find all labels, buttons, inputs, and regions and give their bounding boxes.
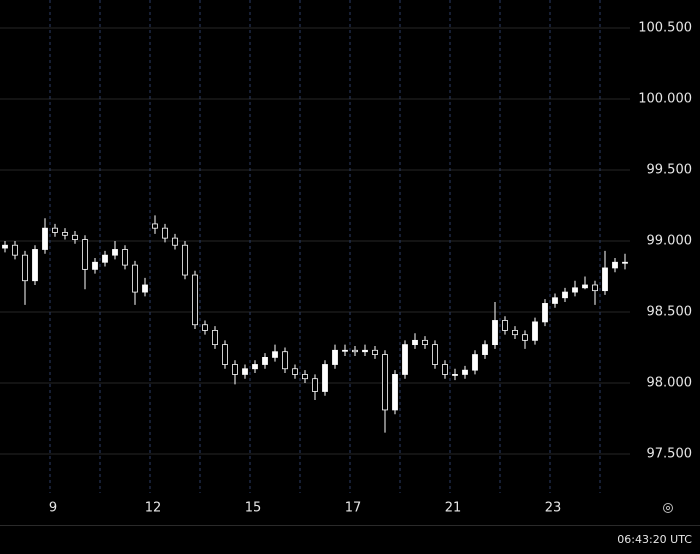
candle-body (612, 261, 618, 269)
candle-body (82, 239, 88, 270)
candle-body (472, 354, 478, 371)
candle-body (342, 349, 348, 352)
candle-body (162, 227, 168, 239)
candle-body (282, 351, 288, 370)
candle-body (392, 374, 398, 411)
candle-body (112, 249, 118, 256)
candle-body (272, 351, 278, 358)
y-tick-label: 100.500 (638, 20, 692, 35)
candle-body (512, 330, 518, 336)
clock: 06:43:20 UTC (617, 533, 692, 546)
candle-body (202, 324, 208, 331)
x-tick-label: 17 (345, 501, 362, 516)
candle-body (542, 303, 548, 323)
candle-body (222, 344, 228, 365)
candle-body (312, 378, 318, 392)
candle-body (152, 223, 158, 229)
candle-body (572, 287, 578, 293)
candle-body (182, 244, 188, 276)
candle-body (332, 349, 338, 365)
candle-body (422, 339, 428, 346)
candle-body (192, 274, 198, 326)
candle-body (292, 368, 298, 375)
candle-body (12, 244, 18, 256)
candle-body (322, 364, 328, 392)
candle-body (242, 368, 248, 375)
settings-icon[interactable] (663, 503, 673, 513)
candle-body (52, 227, 58, 233)
candle-body (402, 344, 408, 375)
candle-body (482, 344, 488, 355)
x-tick-label: 21 (445, 501, 462, 516)
candle-body (602, 267, 608, 292)
candle-body (462, 369, 468, 375)
candle-body (522, 334, 528, 341)
candle-body (2, 244, 8, 249)
y-tick-label: 98.500 (647, 304, 693, 319)
x-tick-label: 12 (145, 501, 162, 516)
candle-body (502, 320, 508, 331)
y-tick-label: 99.500 (647, 162, 693, 177)
candle-body (382, 354, 388, 411)
candle-body (92, 261, 98, 270)
candle-body (212, 330, 218, 346)
candle-body (492, 320, 498, 346)
candle-body (72, 234, 78, 240)
candle-body (352, 349, 358, 353)
candle-body (582, 284, 588, 289)
candle-body (372, 349, 378, 355)
candle-body (62, 232, 68, 236)
candle-body (32, 249, 38, 282)
candle-body (412, 339, 418, 346)
candle-body (232, 364, 238, 375)
candle-body (132, 264, 138, 293)
x-tick-label: 23 (545, 501, 562, 516)
candle-body (172, 237, 178, 246)
candle-body (302, 374, 308, 380)
candle-body (142, 284, 148, 293)
x-tick-label: 15 (245, 501, 262, 516)
candle-body (562, 291, 568, 299)
y-tick-label: 100.000 (638, 91, 692, 106)
candle-body (592, 284, 598, 292)
candle-body (22, 254, 28, 282)
candle-body (42, 227, 48, 250)
y-tick-label: 97.500 (647, 446, 693, 461)
x-tick-label: 9 (49, 501, 57, 516)
candle-body (532, 321, 538, 341)
candle-body (252, 364, 258, 370)
candle-body (362, 349, 368, 353)
candle-body (622, 261, 628, 264)
candle-body (432, 344, 438, 365)
candle-body (452, 374, 458, 376)
y-tick-label: 99.000 (647, 233, 693, 248)
candle-body (102, 254, 108, 263)
candle-body (442, 364, 448, 375)
candle-body (262, 356, 268, 365)
candle-body (552, 297, 558, 304)
candle-body (122, 249, 128, 266)
y-tick-label: 98.000 (647, 375, 693, 390)
